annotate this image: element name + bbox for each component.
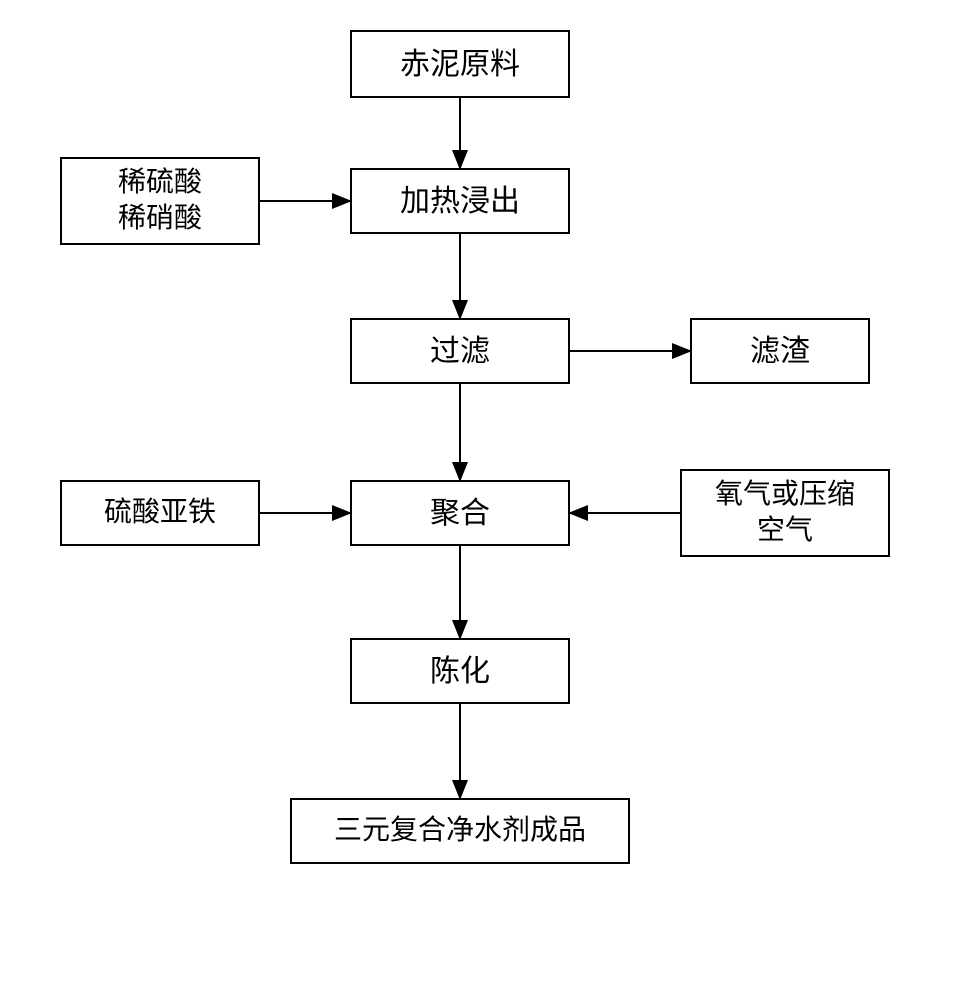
flowchart-container: 赤泥原料稀硫酸 稀硝酸 加热浸出过滤 滤渣硫酸亚铁 聚合 氧气或压缩 空气陈化三元复合净… — [0, 0, 975, 1000]
node-acid: 稀硫酸 稀硝酸 — [60, 157, 260, 245]
node-oxygen: 氧气或压缩 空气 — [680, 469, 890, 557]
node-product: 三元复合净水剂成品 — [290, 798, 630, 864]
node-filter: 过滤 — [350, 318, 570, 384]
node-feso4: 硫酸亚铁 — [60, 480, 260, 546]
node-aging: 陈化 — [350, 638, 570, 704]
node-residue: 滤渣 — [690, 318, 870, 384]
node-raw: 赤泥原料 — [350, 30, 570, 98]
node-poly: 聚合 — [350, 480, 570, 546]
node-leach: 加热浸出 — [350, 168, 570, 234]
